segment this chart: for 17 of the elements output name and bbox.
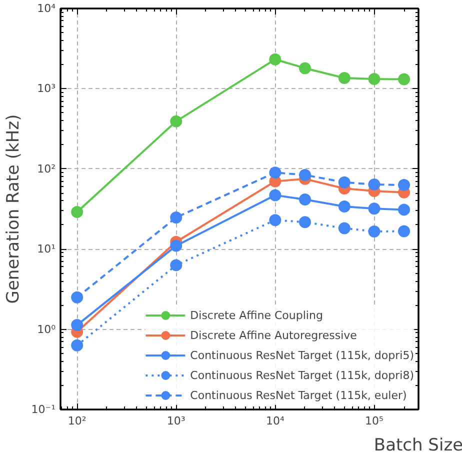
legend-label: Continuous ResNet Target (115k, dopri5) [190,348,414,362]
y-tick-label: 10² [37,162,56,176]
y-tick-label: 10³ [37,82,56,96]
legend-label: Continuous ResNet Target (115k, dopri8) [190,368,414,382]
y-tick-label: 10⁻¹ [31,403,56,416]
legend-label: Discrete Affine Coupling [190,308,323,322]
x-tick-label: 10⁵ [365,414,384,428]
x-axis-title: Batch Size [374,436,462,456]
y-axis-title: Generation Rate (kHz) [3,114,24,304]
y-tick-label: 10⁴ [37,2,56,15]
y-tick-label: 10⁰ [37,322,56,336]
y-tick-label: 10¹ [37,242,56,256]
x-tick-label: 10⁴ [266,414,285,428]
x-tick-label: 10³ [166,414,186,428]
legend-label: Continuous ResNet Target (115k, euler) [190,388,407,402]
legend-label: Discrete Affine Autoregressive [190,328,357,342]
x-tick-label: 10² [68,414,86,428]
